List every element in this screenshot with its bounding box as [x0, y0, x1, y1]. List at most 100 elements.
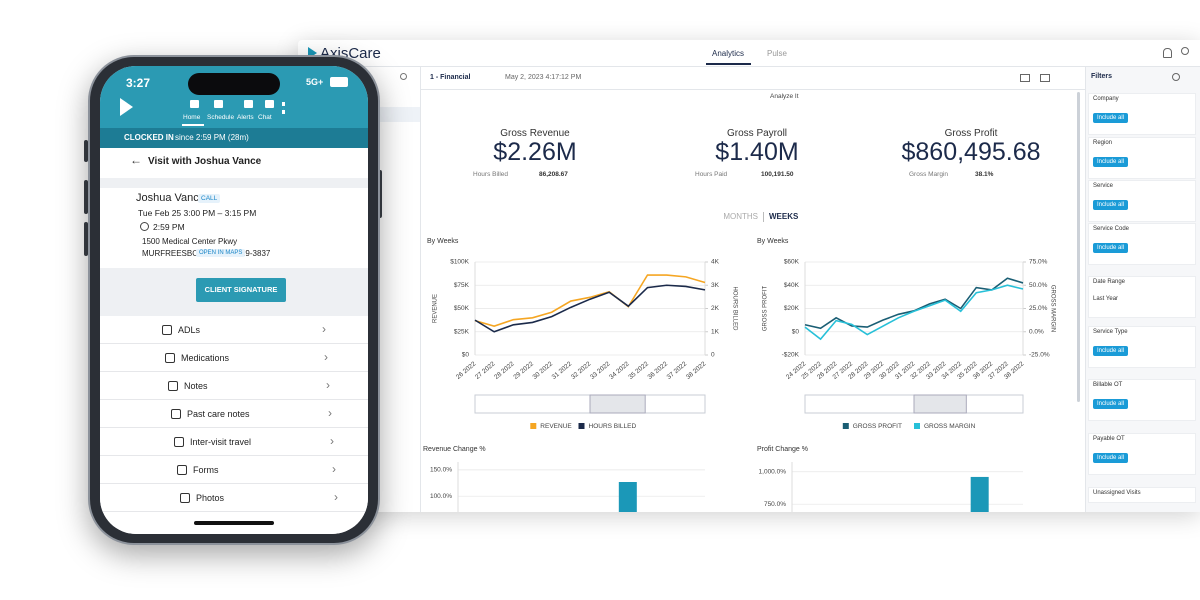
user-icon[interactable]	[1181, 47, 1189, 55]
filter-button[interactable]: Include all	[1093, 453, 1129, 463]
nav-icon[interactable]	[214, 100, 223, 108]
filter-label[interactable]: Billable OT	[1093, 382, 1123, 388]
y-tick-label: $0	[462, 352, 470, 359]
menu-icon	[180, 493, 190, 503]
y2-tick-label: 3K	[711, 282, 720, 289]
kpi-label: Gross Profit	[944, 128, 998, 139]
filter-label[interactable]: Service Code	[1093, 226, 1130, 232]
y-axis-label: REVENUE	[433, 294, 439, 323]
tab[interactable]: Analytics	[711, 49, 745, 58]
y2-tick-label: 4K	[711, 259, 720, 266]
x-tick-label: 26 2022	[455, 360, 478, 381]
menu-item[interactable]	[100, 484, 368, 512]
battery	[330, 77, 348, 87]
toolbar-icon[interactable]	[1020, 74, 1030, 82]
menu-label[interactable]: Forms	[193, 465, 219, 475]
nav-icon[interactable]	[244, 100, 253, 108]
y2-tick-label: 50.0%	[1029, 282, 1048, 289]
search-icon[interactable]	[400, 73, 407, 80]
chevron: ›	[326, 378, 330, 392]
menu-item[interactable]	[100, 400, 368, 428]
menu-label[interactable]: Photos	[196, 493, 225, 503]
menu-item[interactable]	[100, 372, 368, 400]
filter-button[interactable]: Include all	[1093, 200, 1129, 210]
logo-mark	[308, 47, 317, 59]
nav-label[interactable]: Schedule	[207, 114, 235, 121]
filter-button[interactable]: Include all	[1093, 157, 1129, 167]
nav-label[interactable]: Home	[183, 114, 201, 121]
signature-button[interactable]: CLIENT SIGNATURE	[196, 278, 286, 302]
maps-chip[interactable]: OPEN IN MAPS	[196, 249, 246, 257]
menu-label[interactable]: Inter-visit travel	[190, 437, 252, 447]
nav-label[interactable]: Chat	[258, 114, 272, 121]
menu-label[interactable]: Notes	[184, 381, 208, 391]
filter-label[interactable]: Region	[1093, 140, 1113, 146]
dashboard-window	[298, 40, 1200, 512]
filter-button[interactable]: Include all	[1093, 243, 1129, 253]
toggle-months[interactable]: MONTHS	[723, 212, 758, 221]
menu-dots[interactable]	[282, 102, 288, 114]
toolbar-icon[interactable]	[1040, 74, 1050, 82]
y-tick-label: $20K	[784, 305, 800, 312]
kpi-sub-value: 86,208.67	[539, 171, 568, 178]
clock-in-time: 2:59 PM	[153, 222, 185, 232]
menu-label[interactable]: ADLs	[178, 325, 201, 335]
y-tick-label: -$20K	[782, 352, 800, 359]
reset-icon[interactable]	[1172, 73, 1180, 81]
menu-item[interactable]	[100, 456, 368, 484]
chevron: ›	[322, 322, 326, 336]
legend-label: REVENUE	[540, 423, 572, 430]
call-chip[interactable]: CALL	[198, 194, 221, 203]
filter-label[interactable]: Unassigned Visits	[1093, 490, 1141, 496]
status-label: CLOCKED IN	[124, 133, 174, 142]
chart-title: By Weeks	[757, 238, 789, 245]
menu-item[interactable]	[100, 316, 368, 344]
sidebar-divider	[420, 67, 421, 512]
notification-icon[interactable]	[1163, 48, 1172, 58]
legend-swatch	[914, 423, 920, 429]
visit-time: Tue Feb 25 3:00 PM – 3:15 PM	[138, 208, 257, 218]
x-tick-label: 32 2022	[570, 360, 593, 381]
chart-title: Profit Change %	[757, 446, 808, 453]
x-tick-label: 29 2022	[512, 360, 535, 381]
filter-button[interactable]: Include all	[1093, 346, 1129, 356]
legend-swatch	[842, 423, 849, 429]
analyze-button[interactable]: Analyze It	[770, 93, 799, 100]
nav-icon[interactable]	[265, 100, 274, 108]
x-tick-label: 36 2022	[647, 360, 670, 381]
menu-label[interactable]: Past care notes	[187, 409, 250, 419]
x-tick-label: 30 2022	[532, 360, 555, 381]
back-arrow[interactable]: ←	[130, 153, 142, 167]
y2-tick-label: 2K	[711, 305, 720, 312]
nav-icon[interactable]	[190, 100, 199, 108]
filter-button[interactable]: Include all	[1093, 399, 1129, 409]
nav-label[interactable]: Alerts	[237, 114, 254, 121]
kpi-label: Gross Revenue	[500, 128, 570, 139]
menu-item[interactable]	[100, 344, 368, 372]
x-tick-label: 31 2022	[551, 360, 574, 381]
y-tick-label: $100K	[450, 259, 469, 266]
toggle-weeks[interactable]: WEEKS	[769, 212, 799, 221]
filter-button[interactable]: Include all	[1093, 113, 1129, 123]
y-tick-label: $60K	[784, 259, 800, 266]
y2-tick-label: -25.0%	[1029, 352, 1050, 359]
range-window	[589, 394, 646, 414]
kpi-sub-label: Hours Paid	[695, 171, 728, 178]
filter-label[interactable]: Service	[1093, 183, 1114, 189]
dashboard-name: 1 - Financial	[430, 74, 471, 81]
filter-label[interactable]: Company	[1093, 96, 1119, 102]
chart-title: By Weeks	[427, 238, 459, 245]
filter-label[interactable]: Payable OT	[1093, 436, 1125, 442]
legend-swatch	[578, 423, 585, 429]
filter-value: Last Year	[1093, 296, 1119, 302]
filter-label[interactable]: Date Range	[1093, 279, 1126, 285]
filter-label[interactable]: Service Type	[1093, 329, 1128, 335]
home-indicator	[194, 521, 274, 525]
app-logo	[120, 98, 133, 116]
notch	[188, 73, 280, 95]
menu-label[interactable]: Medications	[181, 353, 230, 363]
tab[interactable]: Pulse	[766, 49, 788, 58]
menu-item[interactable]	[100, 428, 368, 456]
tab-underline	[706, 63, 751, 65]
